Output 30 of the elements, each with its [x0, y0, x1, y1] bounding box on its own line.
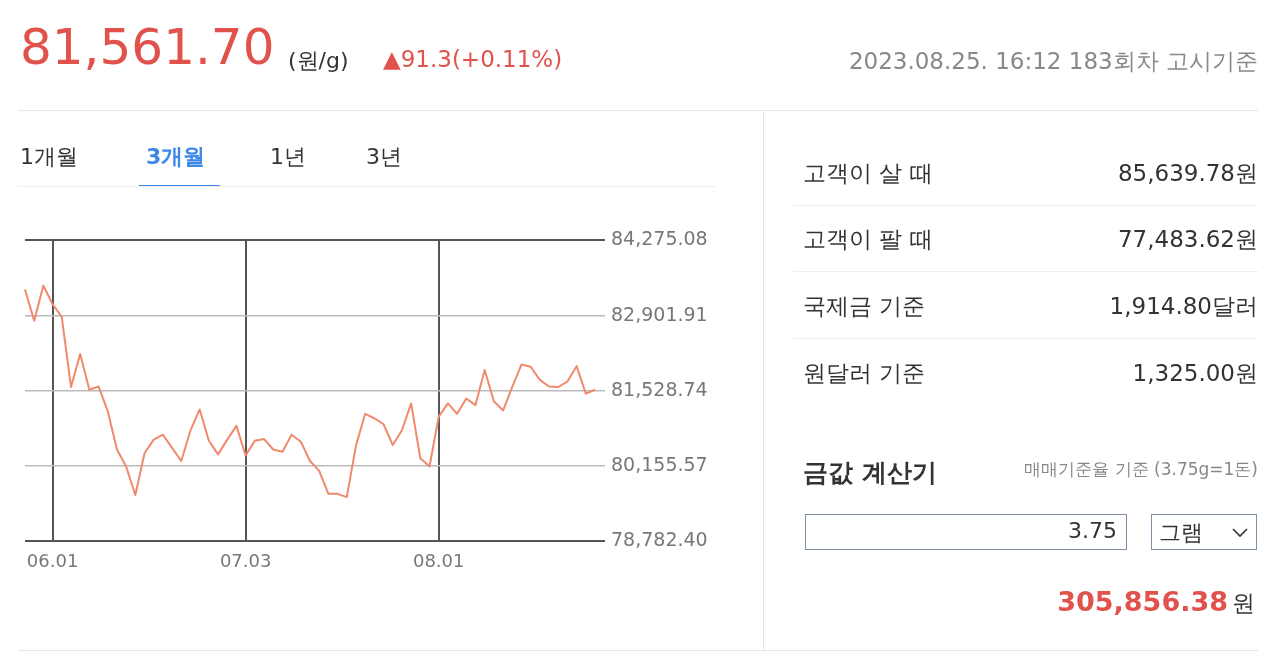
text: 1개월	[20, 143, 78, 171]
text: 305,856.38	[1056, 586, 1228, 617]
text: 3년	[366, 143, 402, 171]
x-tick-label: 08.01	[412, 549, 465, 571]
text: 1년	[270, 143, 306, 171]
text: 1,914.80달러	[1109, 293, 1258, 319]
text: 원달러 기준	[803, 359, 926, 388]
text: 그램	[1159, 519, 1203, 547]
text: 국제금 기준	[803, 292, 926, 321]
y-tick-label: 81,528.74	[611, 377, 708, 400]
y-tick-label: 78,782.40	[611, 528, 708, 551]
text: ▲91.3(+0.11%)	[383, 46, 563, 72]
text: 고객이 살 때	[803, 159, 933, 188]
y-tick-label: 84,275.08	[611, 227, 708, 250]
y-tick-label: 80,155.57	[611, 453, 708, 476]
text: 금값 계산기	[803, 457, 937, 489]
text: 3.75	[1067, 518, 1117, 543]
x-tick-label: 06.01	[26, 549, 79, 571]
x-tick-label: 07.03	[219, 549, 272, 571]
text: 원	[1232, 589, 1255, 618]
text: 매매기준율 기준 (3.75g=1돈)	[1024, 459, 1258, 479]
chart-subtitle: (원/g)	[288, 47, 349, 75]
y-tick-label: 82,901.91	[611, 302, 708, 325]
text: 77,483.62원	[1117, 226, 1258, 252]
text: 2023.08.25. 16:12 183회차 고시기준	[848, 48, 1258, 74]
text: 85,639.78원	[1117, 160, 1258, 186]
text: 고객이 팔 때	[803, 225, 933, 254]
text: 3개월	[146, 143, 206, 171]
chart-title: 81,561.70	[20, 18, 275, 76]
text: 1,325.00원	[1132, 360, 1258, 386]
